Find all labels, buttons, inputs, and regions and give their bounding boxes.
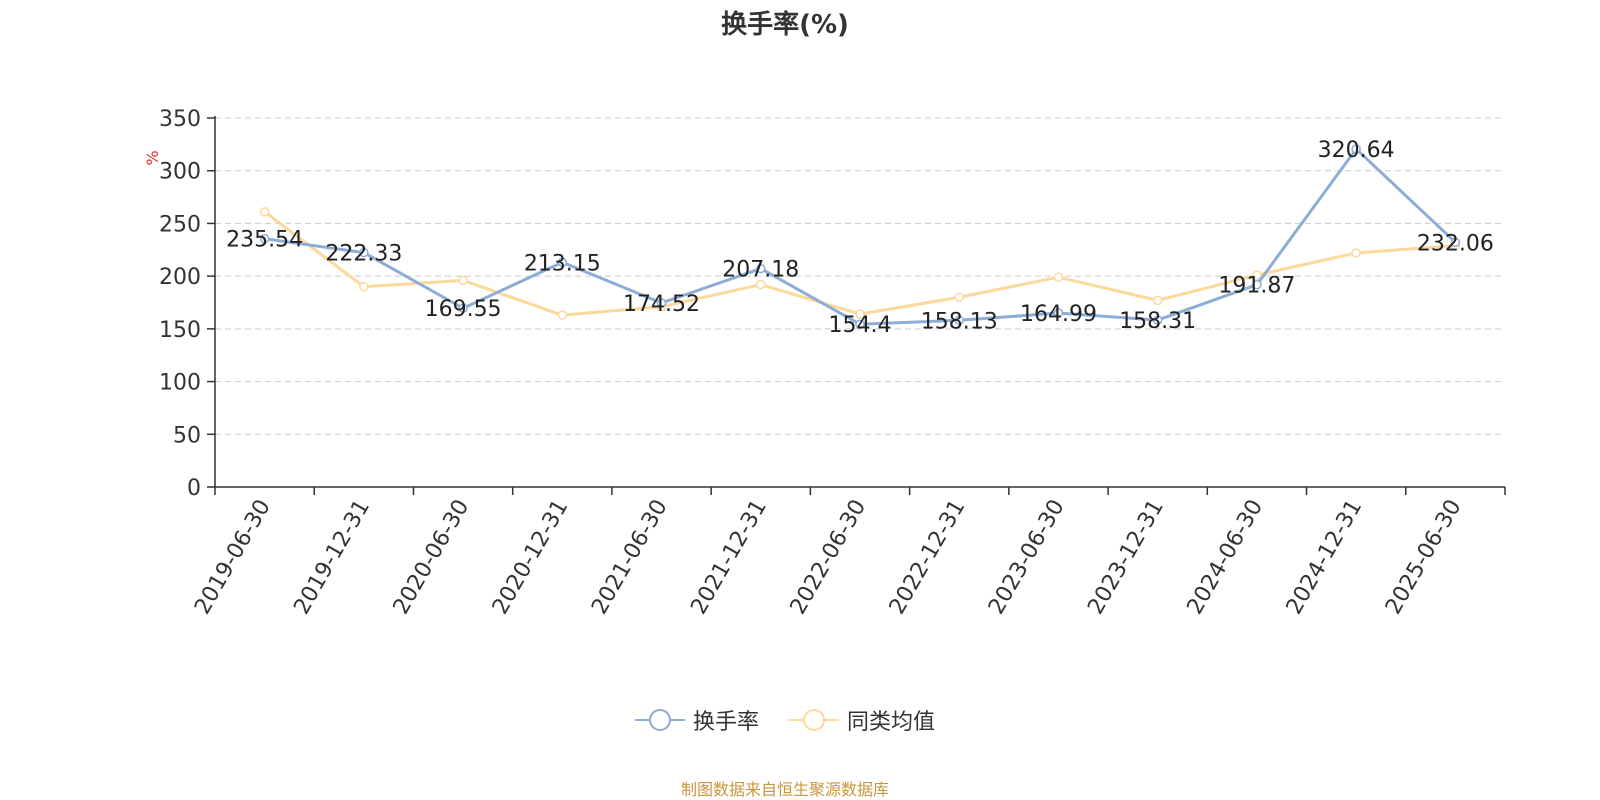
data-point-series1 [259,233,270,244]
data-point-series1 [1053,308,1064,318]
x-tick-label: 2024-12-31 [1282,496,1368,619]
data-point-series1 [1351,144,1361,154]
data-label: 169.55 [425,297,502,322]
y-tick-label: 150 [159,318,201,343]
data-point-series1 [557,257,568,268]
data-point-series2 [1252,270,1262,280]
data-label: 158.13 [921,309,998,334]
data-point-series1 [359,247,369,258]
data-label: 164.99 [1020,302,1097,327]
data-label: 235.54 [226,228,303,253]
legend-label-series2: 同类均值 [847,710,936,735]
data-point-series1 [656,298,667,308]
y-tick-label: 100 [159,371,201,396]
source-note: 制图数据来自恒生聚源数据库 [680,780,889,799]
data-label: 222.33 [325,242,402,267]
legend-swatch-series1 [634,709,685,731]
x-tick-label: 2023-06-30 [984,496,1070,619]
data-point-series2 [1053,272,1064,282]
data-point-series2 [1152,295,1163,306]
x-tick-label: 2023-12-31 [1083,496,1169,619]
legend: 换手率 同类均值 [0,704,1570,736]
data-point-series1 [855,319,865,329]
data-point-series2 [954,292,964,302]
y-tick-label: 200 [159,265,201,290]
data-point-series2 [458,275,468,286]
data-label: 232.06 [1417,231,1494,256]
data-label: 320.64 [1318,138,1395,163]
data-point-series2 [557,310,568,320]
data-point-series1 [954,315,964,326]
y-tick-label: 350 [159,107,201,132]
x-tick-label: 2020-12-31 [488,496,574,619]
data-point-series1 [458,303,468,313]
data-label: 154.4 [829,313,892,338]
data-point-series2 [1351,248,1361,258]
x-tick-label: 2021-12-31 [686,496,772,619]
x-tick-label: 2024-06-30 [1183,496,1269,619]
data-point-series1 [1252,279,1262,290]
data-label: 174.52 [623,292,700,317]
x-tick-label: 2019-12-31 [289,496,375,619]
data-point-series2 [259,207,270,217]
y-axis-unit: % [143,150,162,165]
data-label: 191.87 [1218,274,1295,299]
legend-swatch-series2 [789,709,839,731]
data-point-series2 [855,309,865,319]
x-tick-label: 2019-06-30 [190,496,276,619]
data-point-series2 [359,281,369,292]
x-tick-label: 2021-06-30 [587,496,673,619]
data-point-series1 [1152,315,1163,325]
x-tick-label: 2022-06-30 [786,496,872,619]
chart-title: 换手率(%) [721,10,849,40]
data-point-series1 [1450,237,1461,248]
legend-item-series2[interactable]: 同类均值 [789,704,935,736]
data-point-series2 [756,279,766,290]
data-label: 158.31 [1119,309,1196,334]
y-tick-label: 50 [173,423,201,448]
x-tick-label: 2022-12-31 [885,495,971,618]
legend-label-series1: 换手率 [692,710,759,735]
legend-item-series1[interactable]: 换手率 [634,704,759,736]
x-tick-label: 2020-06-30 [389,495,475,618]
data-label: 213.15 [524,251,601,276]
y-tick-label: 250 [159,212,201,237]
data-point-series1 [756,263,766,274]
x-tick-label: 2025-06-30 [1381,496,1467,619]
data-label: 207.18 [722,258,799,283]
y-tick-label: 300 [159,160,201,185]
y-tick-label: 0 [187,476,201,501]
